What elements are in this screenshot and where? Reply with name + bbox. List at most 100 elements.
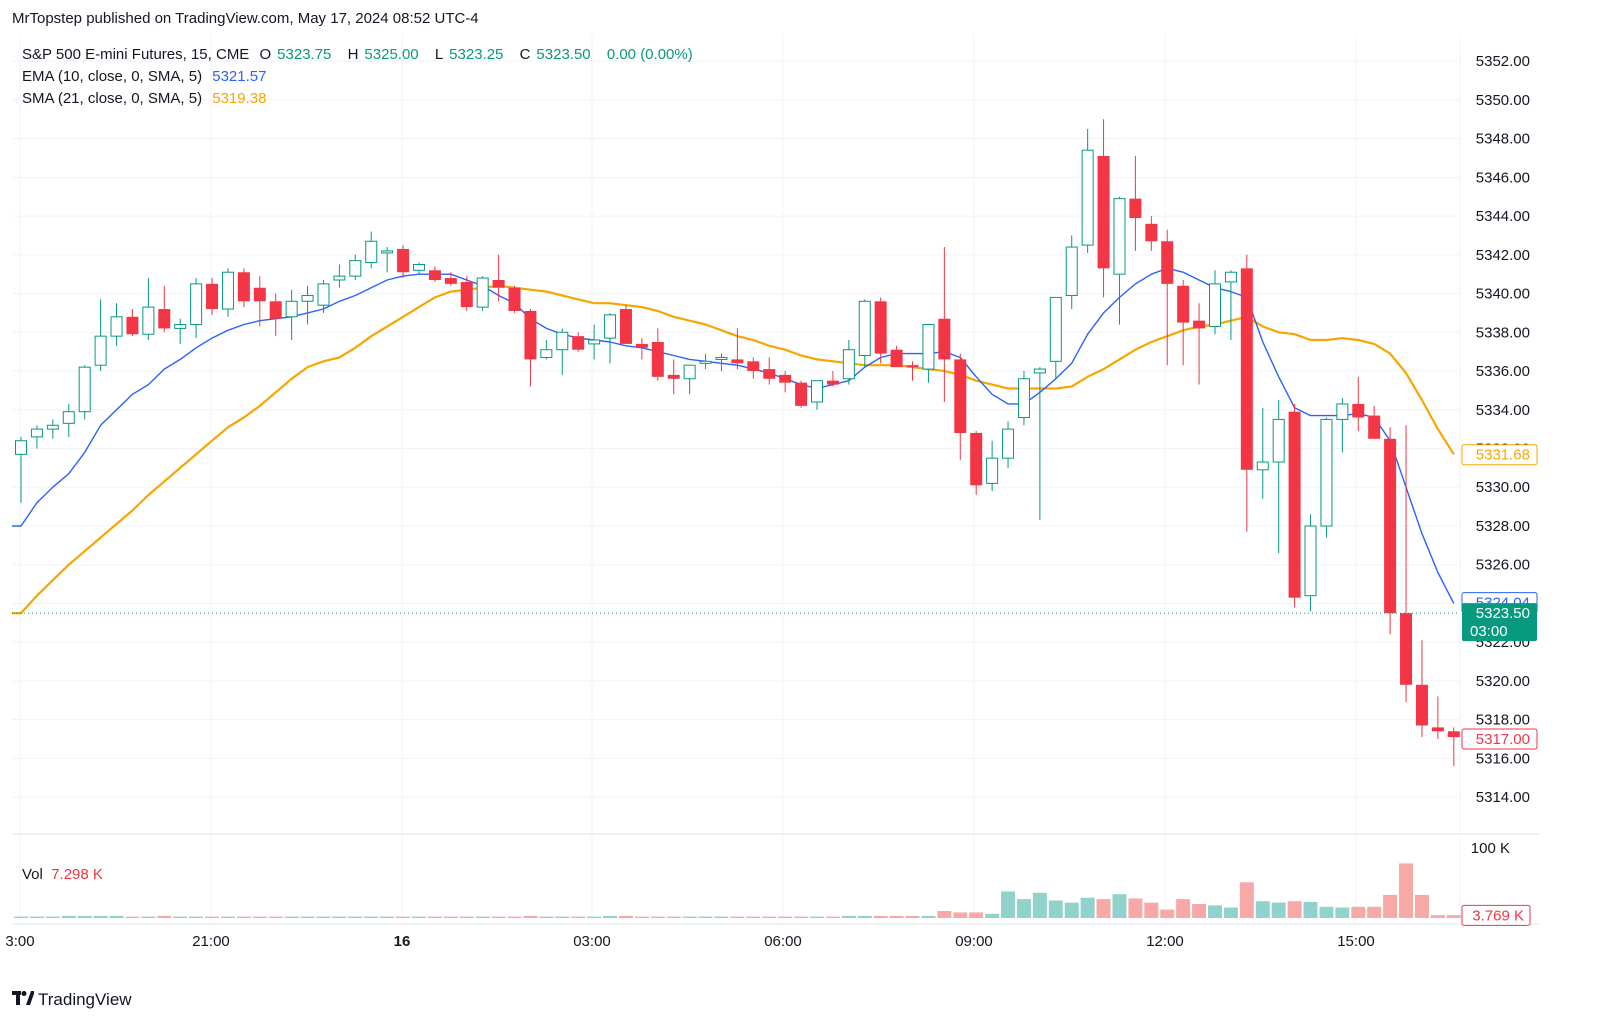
candle-down xyxy=(938,247,951,403)
candle-body xyxy=(938,318,951,360)
volume-bar xyxy=(1112,894,1127,918)
candle-body xyxy=(1224,271,1237,283)
candle-body xyxy=(397,248,410,273)
volume-bar xyxy=(523,915,538,918)
candle-body xyxy=(1161,241,1174,284)
candle-down xyxy=(906,361,919,381)
candle-up xyxy=(1272,400,1285,554)
candle-up xyxy=(333,264,346,288)
candle-up xyxy=(413,262,425,275)
x-tick-label: 21:00 xyxy=(192,933,230,950)
volume-bar xyxy=(746,916,761,918)
volume-bar xyxy=(634,916,649,918)
volume-bars xyxy=(14,863,1461,918)
candle-up xyxy=(365,231,378,269)
candle-body xyxy=(1304,525,1317,597)
candle-up xyxy=(301,285,314,325)
candle-body xyxy=(1097,156,1110,269)
candle-body xyxy=(1336,403,1349,420)
y-tick-label: 5338.00 xyxy=(1476,324,1530,341)
candle-body xyxy=(1352,403,1365,418)
candle-body xyxy=(842,349,855,380)
volume-label[interactable]: Vol xyxy=(22,866,43,883)
sma-line xyxy=(12,284,1455,615)
candle-body xyxy=(588,339,601,345)
candle-down xyxy=(874,297,887,364)
sma-label[interactable]: SMA (21, close, 0, SMA, 5) xyxy=(22,90,203,107)
x-tick-label: 12:00 xyxy=(1146,933,1184,950)
candle-up xyxy=(588,324,601,360)
sma-path xyxy=(12,284,1455,615)
candle-up xyxy=(94,299,107,372)
volume-bar xyxy=(332,916,347,918)
volume-bar xyxy=(475,916,490,918)
candle-down xyxy=(1193,303,1206,385)
candles xyxy=(12,119,1460,767)
candle-up xyxy=(1033,367,1046,521)
volume-bar xyxy=(1287,901,1302,918)
candle-down xyxy=(1129,156,1142,251)
volume-bar xyxy=(93,915,108,918)
volume-value: 7.298 K xyxy=(51,866,103,883)
candle-body xyxy=(237,272,250,302)
candle-up xyxy=(30,425,43,449)
candle-body xyxy=(540,349,553,358)
x-tick-label: 15:00 xyxy=(1337,933,1375,950)
candle-body xyxy=(667,374,680,379)
sma-price-tag-text: 5331.68 xyxy=(1476,447,1530,464)
candle-down xyxy=(1240,254,1253,532)
volume-bar xyxy=(300,916,315,918)
volume-bar xyxy=(698,916,713,918)
ema-legend[interactable]: EMA (10, close, 0, SMA, 5) 5321.57 xyxy=(22,68,272,85)
volume-bar xyxy=(29,916,44,918)
volume-bar xyxy=(1446,915,1461,918)
candle-down xyxy=(269,293,282,337)
ohlc-high: H 5325.00 xyxy=(347,46,419,63)
volume-bar xyxy=(1239,882,1254,918)
volume-bar xyxy=(650,916,665,918)
candle-up xyxy=(540,340,553,360)
candle-body xyxy=(954,359,967,433)
symbol-legend[interactable]: S&P 500 E-mini Futures, 15, CME O 5323.75… xyxy=(22,46,699,63)
prev-close-tag-box xyxy=(1461,728,1538,750)
ema-label[interactable]: EMA (10, close, 0, SMA, 5) xyxy=(22,68,203,85)
candle-up xyxy=(842,340,855,385)
volume-bar xyxy=(1096,899,1111,918)
volume-bar xyxy=(1128,898,1143,918)
symbol-name[interactable]: S&P 500 E-mini Futures, 15, CME xyxy=(22,46,250,63)
publisher-line: MrTopstep published on TradingView.com, … xyxy=(12,10,479,27)
volume-bar xyxy=(969,912,984,918)
x-tick-label: 09:00 xyxy=(955,933,993,950)
volume-legend[interactable]: Vol 7.298 K xyxy=(22,866,103,883)
candle-body xyxy=(1384,438,1397,614)
sma-legend[interactable]: SMA (21, close, 0, SMA, 5) 5319.38 xyxy=(22,90,272,107)
candle-body xyxy=(906,365,919,368)
x-tick-label: 06:00 xyxy=(764,933,802,950)
volume-bar xyxy=(1271,902,1286,918)
candle-body xyxy=(811,380,823,403)
candle-down xyxy=(1177,279,1190,366)
candle-down xyxy=(1415,640,1428,738)
volume-bar xyxy=(396,916,411,918)
tradingview-brand[interactable]: TradingView xyxy=(12,990,132,1010)
y-tick-label: 5346.00 xyxy=(1476,169,1530,186)
volume-bar xyxy=(666,916,681,918)
candle-body xyxy=(970,433,983,486)
volume-bar xyxy=(1016,899,1031,918)
volume-bar xyxy=(730,916,745,918)
candle-body xyxy=(30,428,43,438)
last-price-tag-text: 5323.50 xyxy=(1476,605,1530,622)
candle-body xyxy=(62,411,75,424)
y-tick-label: 5316.00 xyxy=(1476,750,1530,767)
candle-down xyxy=(826,371,839,387)
candle-body xyxy=(365,240,378,264)
candle-up xyxy=(699,353,712,370)
volume-bar xyxy=(157,915,172,918)
candle-up xyxy=(285,289,298,341)
candle-body xyxy=(731,359,744,364)
candle-body xyxy=(1145,223,1158,242)
tradingview-logo-icon xyxy=(12,990,35,1010)
candle-body xyxy=(619,309,632,344)
